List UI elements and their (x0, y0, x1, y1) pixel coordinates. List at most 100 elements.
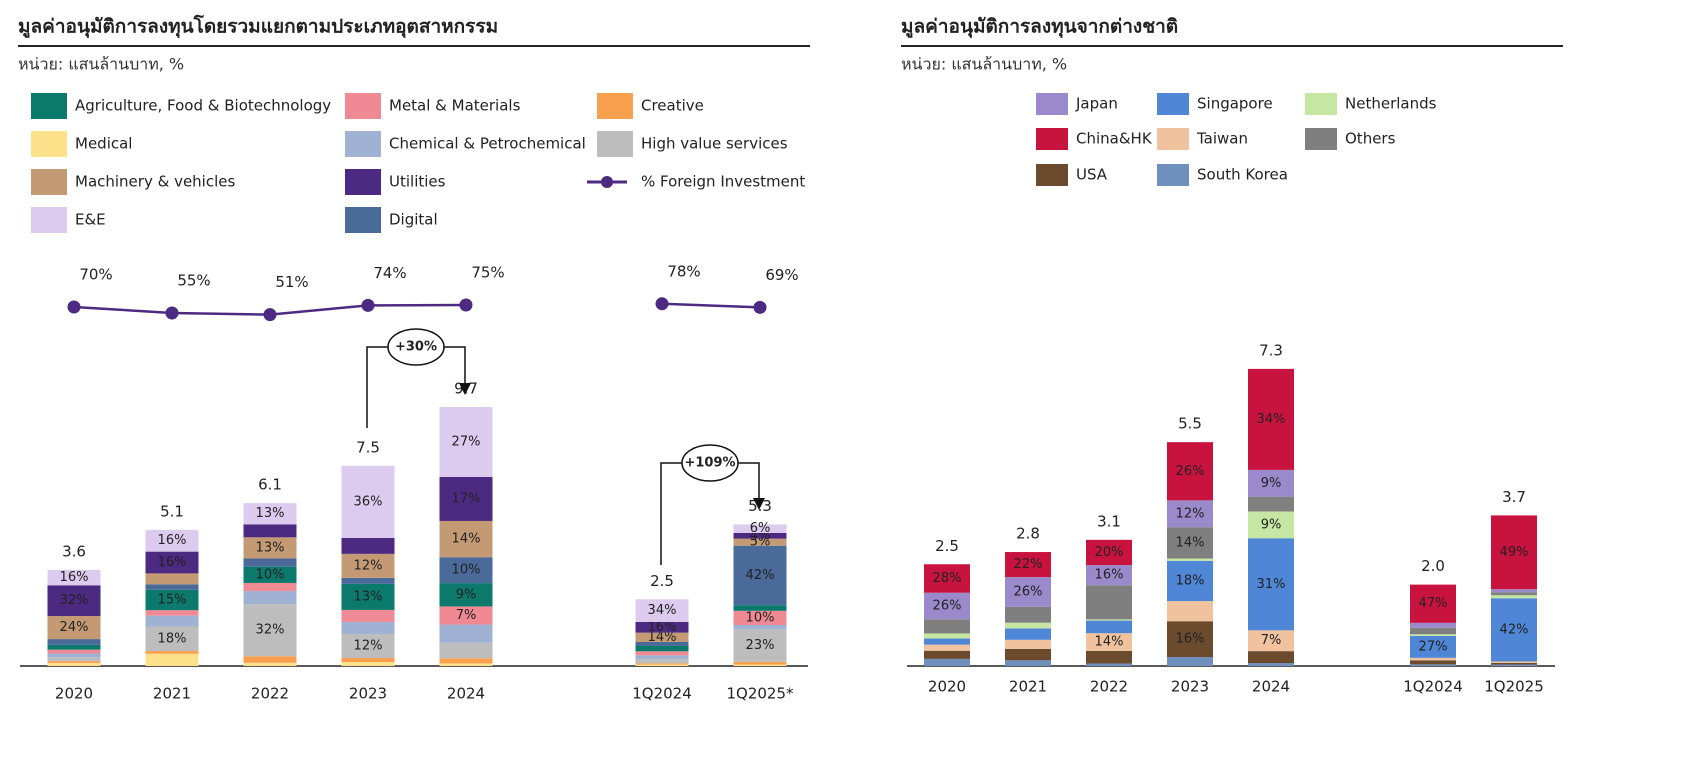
bar-segment (1167, 500, 1213, 528)
legend-label: High value services (641, 135, 788, 153)
bar-segment (1005, 660, 1051, 666)
line-label: 70% (79, 266, 112, 284)
bar-segment (341, 661, 395, 666)
bar-segment (1086, 619, 1132, 621)
segment-label: 27% (1419, 639, 1448, 654)
arrow-head (459, 383, 471, 395)
bar-segment (733, 545, 787, 606)
bar-segment (635, 663, 689, 665)
bar-segment (341, 657, 395, 662)
bar-segment (243, 604, 297, 657)
bar-segment (1086, 620, 1132, 634)
bar-segment (1410, 622, 1456, 628)
line-point (459, 298, 473, 312)
bar-segment (1167, 527, 1213, 559)
legend-swatch (1036, 128, 1068, 150)
bar-segment (1005, 648, 1051, 661)
bar-segment (1005, 628, 1051, 640)
bar-segment (47, 663, 101, 666)
bar-segment (733, 605, 787, 611)
bar-segment (1086, 650, 1132, 664)
total-label: 5.1 (160, 502, 184, 520)
bar-segment (47, 653, 101, 658)
legend-swatch (31, 169, 67, 195)
bar-segment (47, 569, 101, 586)
bar-segment (1005, 622, 1051, 629)
bar-segment (341, 609, 395, 622)
segment-label: 17% (452, 491, 481, 506)
segment-label: 13% (256, 506, 285, 521)
legend-label: Others (1345, 130, 1396, 148)
segment-label: 32% (256, 623, 285, 638)
segment-label: 28% (933, 571, 962, 586)
bar-segment (635, 599, 689, 622)
line-label: 78% (667, 262, 700, 280)
bar-segment (341, 577, 395, 584)
x-tick-label: 2020 (55, 685, 93, 703)
legend-swatch (31, 207, 67, 233)
total-label: 2.0 (1421, 557, 1445, 575)
bar-segment (439, 476, 493, 521)
bar-segment (635, 659, 689, 664)
total-label: 2.5 (935, 537, 959, 555)
bar-segment (924, 658, 970, 666)
legend-label: E&E (75, 211, 106, 229)
legend-swatch (597, 93, 633, 119)
bar-segment (733, 629, 787, 662)
bar-segment (1491, 661, 1537, 663)
legend-label: Japan (1075, 95, 1118, 113)
bar-segment (439, 606, 493, 625)
x-tick-label: 2022 (1090, 678, 1128, 696)
legend-swatch (345, 169, 381, 195)
segment-label: 23% (746, 638, 775, 653)
bar-segment (635, 645, 689, 652)
bar-segment (1410, 634, 1456, 636)
legend-label: Medical (75, 135, 132, 153)
bar-segment (243, 582, 297, 592)
segment-label: 47% (1419, 596, 1448, 611)
line (661, 302, 761, 309)
bar-segment (733, 664, 787, 666)
total-label: 3.7 (1502, 488, 1526, 506)
segment-label: 26% (933, 598, 962, 613)
bar-segment (1248, 651, 1294, 664)
segment-label: 14% (1176, 535, 1205, 550)
bar-segment (1005, 552, 1051, 578)
segment-label: 36% (354, 494, 383, 509)
segment-label: 18% (158, 631, 187, 646)
legend-label: % Foreign Investment (641, 173, 805, 191)
segment-label: 16% (648, 620, 677, 635)
bar-segment (145, 651, 199, 654)
total-label: 7.5 (356, 438, 380, 456)
bar-segment (924, 619, 970, 634)
segment-label: 22% (1014, 557, 1043, 572)
bar-segment (145, 529, 199, 552)
bar-segment (1410, 664, 1456, 666)
segment-label: 34% (648, 603, 677, 618)
bar-segment (1248, 663, 1294, 666)
x-tick-label: 2022 (251, 685, 289, 703)
bar-segment (47, 649, 101, 654)
bar-segment (145, 626, 199, 652)
total-label: 3.6 (62, 542, 86, 560)
segment-label: 31% (1257, 577, 1286, 592)
legend-label: Digital (389, 211, 438, 229)
bar-segment (635, 655, 689, 660)
bar-segment (1491, 515, 1537, 590)
subtitle: หน่วย: แสนล้านบาท, % (18, 55, 184, 74)
bar-segment (733, 538, 787, 546)
bar-segment (341, 633, 395, 658)
bar-segment (635, 621, 689, 633)
bar-segment (341, 537, 395, 554)
bar-segment (1410, 584, 1456, 623)
segment-label: 20% (1095, 545, 1124, 560)
bar-segment (1491, 589, 1537, 593)
bar-segment (243, 591, 297, 605)
total-label: 7.3 (1259, 341, 1283, 359)
x-tick-label: 1Q2025 (1484, 678, 1544, 696)
legend-swatch (1305, 128, 1337, 150)
line-point (753, 300, 767, 314)
segment-label: 32% (60, 593, 89, 608)
x-tick-label: 2021 (1009, 678, 1047, 696)
bar-segment (1005, 606, 1051, 623)
